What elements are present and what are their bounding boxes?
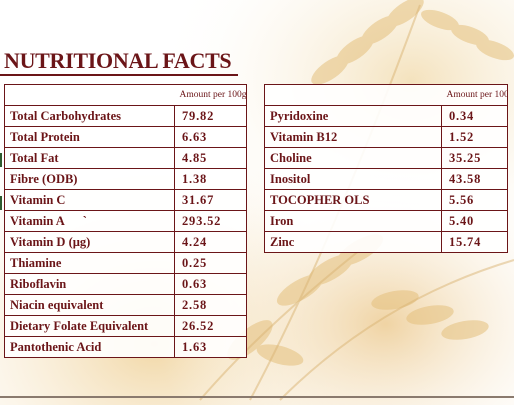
table-row: Vitamin B12 1.52 — [264, 126, 508, 148]
table-row: Vitamin D (µg) 4.24 — [4, 231, 247, 253]
nutrient-name: Pyridoxine — [264, 105, 442, 127]
table-row: Total Protein 6.63 — [4, 126, 247, 148]
nutrient-value: 4.24 — [174, 231, 247, 253]
nutrient-value: 5.56 — [441, 189, 508, 211]
nutrient-value: 5.40 — [441, 210, 508, 232]
page-title: NUTRITIONAL FACTS — [4, 48, 232, 73]
nutrient-name: Vitamin B12 — [264, 126, 442, 148]
nutrient-value: 4.85 — [174, 147, 247, 169]
nutrient-name: Total Protein — [4, 126, 175, 148]
nutrient-name: Iron — [264, 210, 442, 232]
left-edge-mark — [0, 153, 2, 167]
table-row: Pyridoxine 0.34 — [264, 105, 508, 127]
table-header-row: Amount per 100g — [264, 84, 508, 106]
nutrient-name: Vitamin D (µg) — [4, 231, 175, 253]
nutrient-value: 1.38 — [174, 168, 247, 190]
amount-header: Amount per 100g — [441, 84, 508, 106]
nutrient-value: 43.58 — [441, 168, 508, 190]
nutrient-name: Zinc — [270, 235, 295, 249]
bottom-divider — [0, 396, 514, 398]
nutrient-value: 15.74 — [441, 231, 508, 253]
nutrient-name: Choline — [264, 147, 442, 169]
nutrient-name: TOCOPHER OLS — [264, 189, 442, 211]
nutrient-name: Thiamine — [4, 252, 175, 274]
table-row: Total Fat 4.85 — [4, 147, 247, 169]
left-edge-mark — [0, 196, 2, 210]
table-row: Iron 5.40 — [264, 210, 508, 232]
table-row: Total Carbohydrates 79.82 — [4, 105, 247, 127]
table-row: Vitamin C 31.67 — [4, 189, 247, 211]
table-row: Vitamin A ` 293.52 — [4, 210, 247, 232]
nutrient-name: Niacin equivalent — [4, 294, 175, 316]
nutrient-value: 0.63 — [174, 273, 247, 295]
nutrient-name: Dietary Folate Equivalent — [4, 315, 175, 337]
table-row: Zinc 15.74 — [265, 231, 508, 253]
table-row: Pantothenic Acid 1.63 — [5, 336, 247, 358]
nutrient-value: 79.82 — [174, 105, 247, 127]
nutrient-name: Total Carbohydrates — [4, 105, 175, 127]
nutrient-name: Riboflavin — [4, 273, 175, 295]
nutrient-value: 1.63 — [174, 336, 247, 358]
table-row: Fibre (ODB) 1.38 — [4, 168, 247, 190]
table-row: Choline 35.25 — [264, 147, 508, 169]
nutrient-value: 6.63 — [174, 126, 247, 148]
header-blank-cell — [264, 84, 442, 106]
table-header-row: Amount per 100g — [4, 84, 247, 106]
nutrition-table-right: Amount per 100g Pyridoxine 0.34 Vitamin B… — [264, 84, 508, 253]
nutrient-value: 0.34 — [441, 105, 508, 127]
nutrient-name: Pantothenic Acid — [10, 340, 102, 354]
nutrient-name: Total Fat — [4, 147, 175, 169]
table-row: TOCOPHER OLS 5.56 — [264, 189, 508, 211]
title-underline — [0, 74, 238, 76]
nutrient-value: 35.25 — [441, 147, 508, 169]
nutrient-name: Vitamin C — [4, 189, 175, 211]
nutrient-name: Fibre (ODB) — [4, 168, 175, 190]
table-row: Thiamine 0.25 — [4, 252, 247, 274]
header-blank-cell — [4, 84, 175, 106]
amount-header: Amount per 100g — [174, 84, 247, 106]
table-row: Riboflavin 0.63 — [4, 273, 247, 295]
nutrient-name: Vitamin A ` — [4, 210, 175, 232]
nutrient-value: 2.58 — [174, 294, 247, 316]
nutrient-name: Inositol — [264, 168, 442, 190]
nutrient-value: 293.52 — [174, 210, 247, 232]
nutrient-value: 26.52 — [174, 315, 247, 337]
table-row: Niacin equivalent 2.58 — [4, 294, 247, 316]
nutrient-value: 1.52 — [441, 126, 508, 148]
nutrient-value: 0.25 — [174, 252, 247, 274]
table-row: Inositol 43.58 — [264, 168, 508, 190]
table-row: Dietary Folate Equivalent 26.52 — [4, 315, 247, 337]
nutrition-table-left: Amount per 100g Total Carbohydrates 79.82… — [4, 84, 247, 358]
nutrient-value: 31.67 — [174, 189, 247, 211]
